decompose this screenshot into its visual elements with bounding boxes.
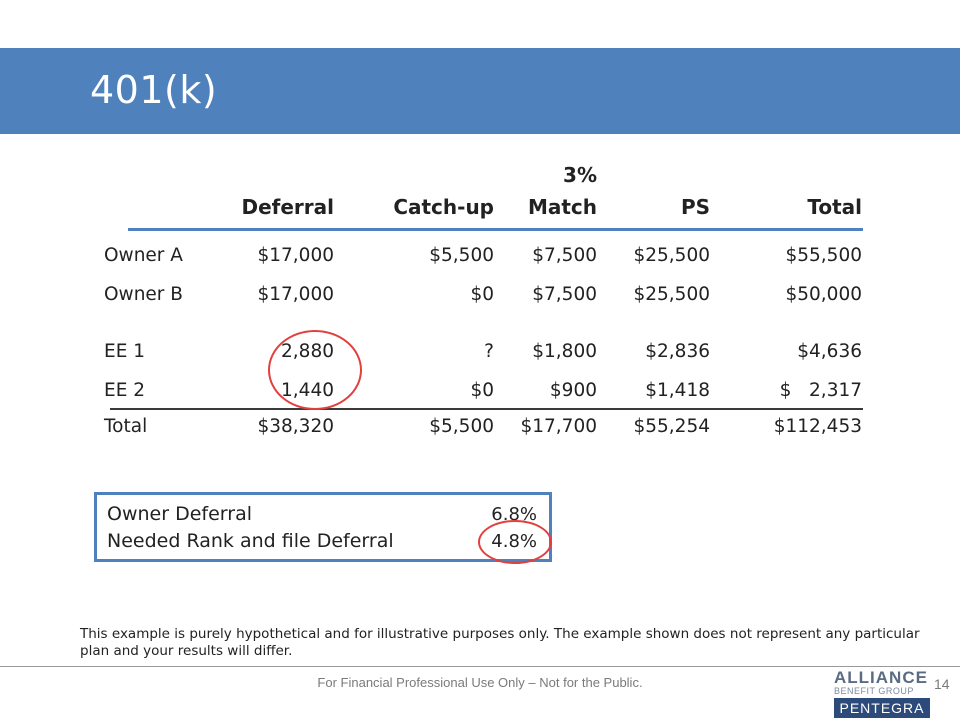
title-bar: 401(k) (0, 48, 960, 134)
cell-deferral: $38,320 (257, 416, 334, 437)
row-name: Owner B (104, 284, 183, 305)
row-name: Total (104, 416, 148, 437)
row-name: Owner A (104, 245, 183, 266)
company-logo: ALLIANCE BENEFIT GROUP PENTEGRA (834, 668, 930, 718)
owner-deferral-label: Owner Deferral (107, 503, 252, 525)
header-catchup: Catch-up (393, 195, 494, 219)
header-total: Total (807, 195, 862, 219)
cell-catchup: $0 (470, 284, 494, 305)
cell-match: $17,700 (520, 416, 597, 437)
cell-total: $ 2,317 (779, 380, 862, 401)
header-match-percent: 3% (563, 163, 597, 187)
cell-total: $50,000 (785, 284, 862, 305)
cell-ps: $55,254 (633, 416, 710, 437)
needed-deferral-label: Needed Rank and file Deferral (107, 530, 394, 552)
header-deferral: Deferral (241, 195, 334, 219)
cell-catchup: ? (484, 341, 494, 362)
cell-match: $7,500 (532, 284, 597, 305)
highlight-circle (478, 520, 552, 564)
row-name: EE 1 (104, 341, 146, 362)
header-ps: PS (680, 195, 710, 219)
cell-ps: $2,836 (645, 341, 710, 362)
footer-text: For Financial Professional Use Only – No… (317, 675, 643, 690)
slide-title: 401(k) (90, 68, 218, 112)
page-number: 14 (934, 676, 950, 692)
logo-line-1: ALLIANCE (834, 668, 928, 687)
footer-divider (0, 666, 960, 667)
cell-total: $112,453 (773, 416, 862, 437)
cell-match: $900 (549, 380, 597, 401)
owner-deferral-value: 6.8% (491, 504, 537, 525)
cell-total: $55,500 (785, 245, 862, 266)
row-name: EE 2 (104, 380, 146, 401)
cell-match: $1,800 (532, 341, 597, 362)
cell-catchup: $5,500 (429, 245, 494, 266)
logo-line-2: BENEFIT GROUP (834, 686, 914, 696)
cell-total: $4,636 (797, 341, 862, 362)
cell-match: $7,500 (532, 245, 597, 266)
header-rule (128, 228, 863, 231)
disclaimer-text: This example is purely hypothetical and … (80, 626, 920, 659)
cell-ps: $1,418 (645, 380, 710, 401)
deferral-summary-box: Owner Deferral 6.8% Needed Rank and file… (94, 492, 552, 562)
logo-line-3: PENTEGRA (834, 698, 930, 718)
cell-catchup: $5,500 (429, 416, 494, 437)
header-match: Match (527, 195, 597, 219)
cell-ps: $25,500 (633, 284, 710, 305)
total-rule (110, 408, 863, 410)
cell-catchup: $0 (470, 380, 494, 401)
cell-ps: $25,500 (633, 245, 710, 266)
cell-deferral: $17,000 (257, 245, 334, 266)
cell-deferral: $17,000 (257, 284, 334, 305)
highlight-circle (268, 330, 362, 410)
